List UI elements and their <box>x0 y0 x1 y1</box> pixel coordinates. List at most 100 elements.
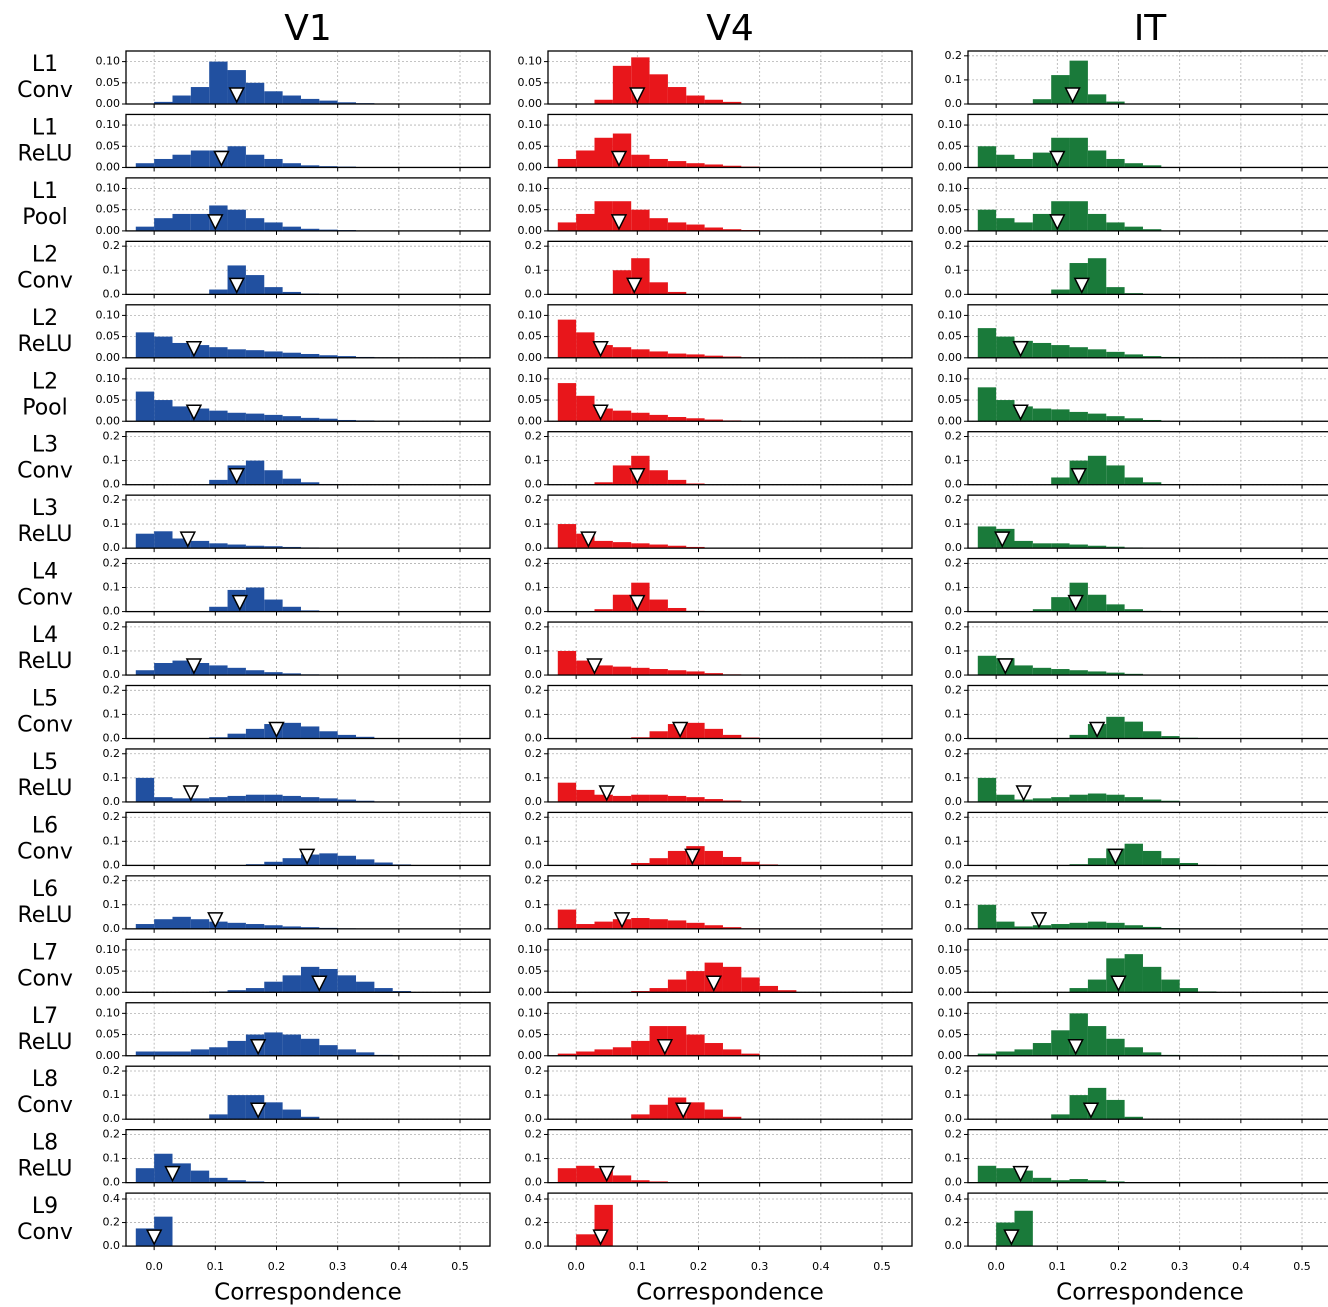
mean-marker <box>213 150 230 168</box>
y-tick-label: 0.00 <box>518 160 543 173</box>
histogram-bar <box>135 924 155 929</box>
histogram-bar <box>300 228 320 231</box>
panel-frame <box>547 1192 913 1247</box>
mean-marker <box>997 658 1014 675</box>
y-tick-label: 0.0 <box>103 795 121 808</box>
histogram-bar <box>667 353 687 358</box>
row-label: ReLU <box>17 332 72 357</box>
row-label: L8 <box>32 1067 58 1092</box>
histogram-bar <box>557 1053 577 1056</box>
histogram-bar <box>1069 794 1088 802</box>
histogram-bar <box>356 736 375 739</box>
histogram-bar <box>557 1168 577 1183</box>
histogram-bar <box>1032 1177 1052 1183</box>
histogram-bar <box>1051 477 1070 485</box>
mean-marker <box>1003 1229 1020 1246</box>
y-tick-label: 0.1 <box>103 771 121 784</box>
mean-marker <box>1030 912 1048 929</box>
histogram-bar <box>154 919 173 929</box>
y-tick-label: 0.0 <box>103 668 121 681</box>
y-tick-label: 0.0 <box>525 795 543 808</box>
histogram-bar <box>209 289 228 295</box>
histogram-bar <box>1051 543 1070 549</box>
histogram-bar <box>667 417 687 422</box>
histogram-bar <box>227 795 246 802</box>
y-tick-label: 0.1 <box>103 707 121 720</box>
histogram-bar <box>1051 409 1070 422</box>
y-tick-label: 0.2 <box>525 1127 543 1140</box>
column-title: IT <box>1134 8 1168 49</box>
row-label: Conv <box>17 78 73 103</box>
row-label: L6 <box>32 877 58 902</box>
row-label: L7 <box>32 940 58 965</box>
y-tick-label: 0.1 <box>525 771 543 784</box>
y-tick-label: 0.00 <box>938 160 963 173</box>
histogram-bar <box>300 1116 320 1120</box>
histogram-bar <box>245 154 265 168</box>
histogram-bar <box>631 543 650 549</box>
histogram-bar <box>154 336 173 358</box>
histogram-bar <box>1142 926 1162 929</box>
histogram-bar <box>190 87 210 104</box>
y-tick-label: 0.1 <box>945 263 963 276</box>
row-label: L8 <box>32 1131 58 1156</box>
y-tick-label: 0.2 <box>945 620 963 633</box>
x-tick-label: 0.0 <box>145 1260 163 1273</box>
histogram-bar <box>245 728 265 739</box>
histogram-bar <box>977 209 997 231</box>
histogram-bar <box>282 795 301 802</box>
histogram-bar <box>172 342 191 358</box>
histogram-bar <box>996 154 1015 168</box>
histogram-bar <box>227 922 246 929</box>
y-tick-label: 0.0 <box>525 1239 543 1252</box>
histogram-bar <box>977 904 997 929</box>
histogram-bar <box>1014 926 1033 929</box>
y-tick-label: 0.2 <box>103 620 121 633</box>
histogram-bar <box>977 655 997 676</box>
y-tick-label: 0.2 <box>103 1064 121 1077</box>
histogram-bar <box>1032 342 1052 358</box>
histogram-bar <box>356 1052 375 1056</box>
histogram-bar <box>1124 226 1143 231</box>
mean-marker <box>613 912 631 929</box>
histogram-bar <box>227 70 246 104</box>
histogram-bar <box>172 916 191 929</box>
row-label: Conv <box>17 459 73 484</box>
y-tick-label: 0.1 <box>103 1152 121 1165</box>
y-tick-label: 0.05 <box>96 964 121 977</box>
mean-marker <box>1012 1165 1029 1183</box>
y-tick-label: 0.1 <box>525 1152 543 1165</box>
histogram-bar <box>319 100 338 104</box>
histogram-bar <box>686 971 705 993</box>
histogram-bar <box>631 1180 650 1183</box>
histogram-bar <box>1014 222 1033 231</box>
histogram-bar <box>557 650 577 676</box>
y-tick-label: 0.2 <box>945 1064 963 1077</box>
x-tick-label: 0.2 <box>1110 1260 1128 1273</box>
panel-frame <box>967 177 1328 232</box>
histogram-bar <box>649 158 668 168</box>
mean-marker <box>311 975 328 992</box>
y-tick-label: 0.05 <box>96 1028 121 1041</box>
mean-marker <box>1067 1039 1084 1056</box>
histogram-bar <box>612 410 632 422</box>
histogram-bar <box>245 587 265 612</box>
histogram-bar <box>282 352 301 358</box>
y-tick-label: 0.10 <box>938 182 963 195</box>
y-tick-label: 0.0 <box>525 1112 543 1125</box>
y-tick-label: 0.2 <box>525 556 543 569</box>
histogram-bar <box>576 150 595 168</box>
x-axis-label: Correspondence <box>636 1280 824 1306</box>
histogram-bar <box>1161 858 1180 866</box>
histogram-bar <box>649 919 668 929</box>
histogram-bar <box>1032 609 1052 612</box>
histogram-bar <box>300 854 320 866</box>
histogram-bar <box>135 533 155 549</box>
mean-marker <box>598 785 615 802</box>
histogram-bar <box>172 154 191 168</box>
histogram-bar <box>245 794 265 802</box>
mean-marker <box>610 150 628 168</box>
histogram-bar <box>1106 1099 1125 1120</box>
histogram-bar <box>172 95 191 104</box>
histogram-bar <box>1032 213 1052 231</box>
